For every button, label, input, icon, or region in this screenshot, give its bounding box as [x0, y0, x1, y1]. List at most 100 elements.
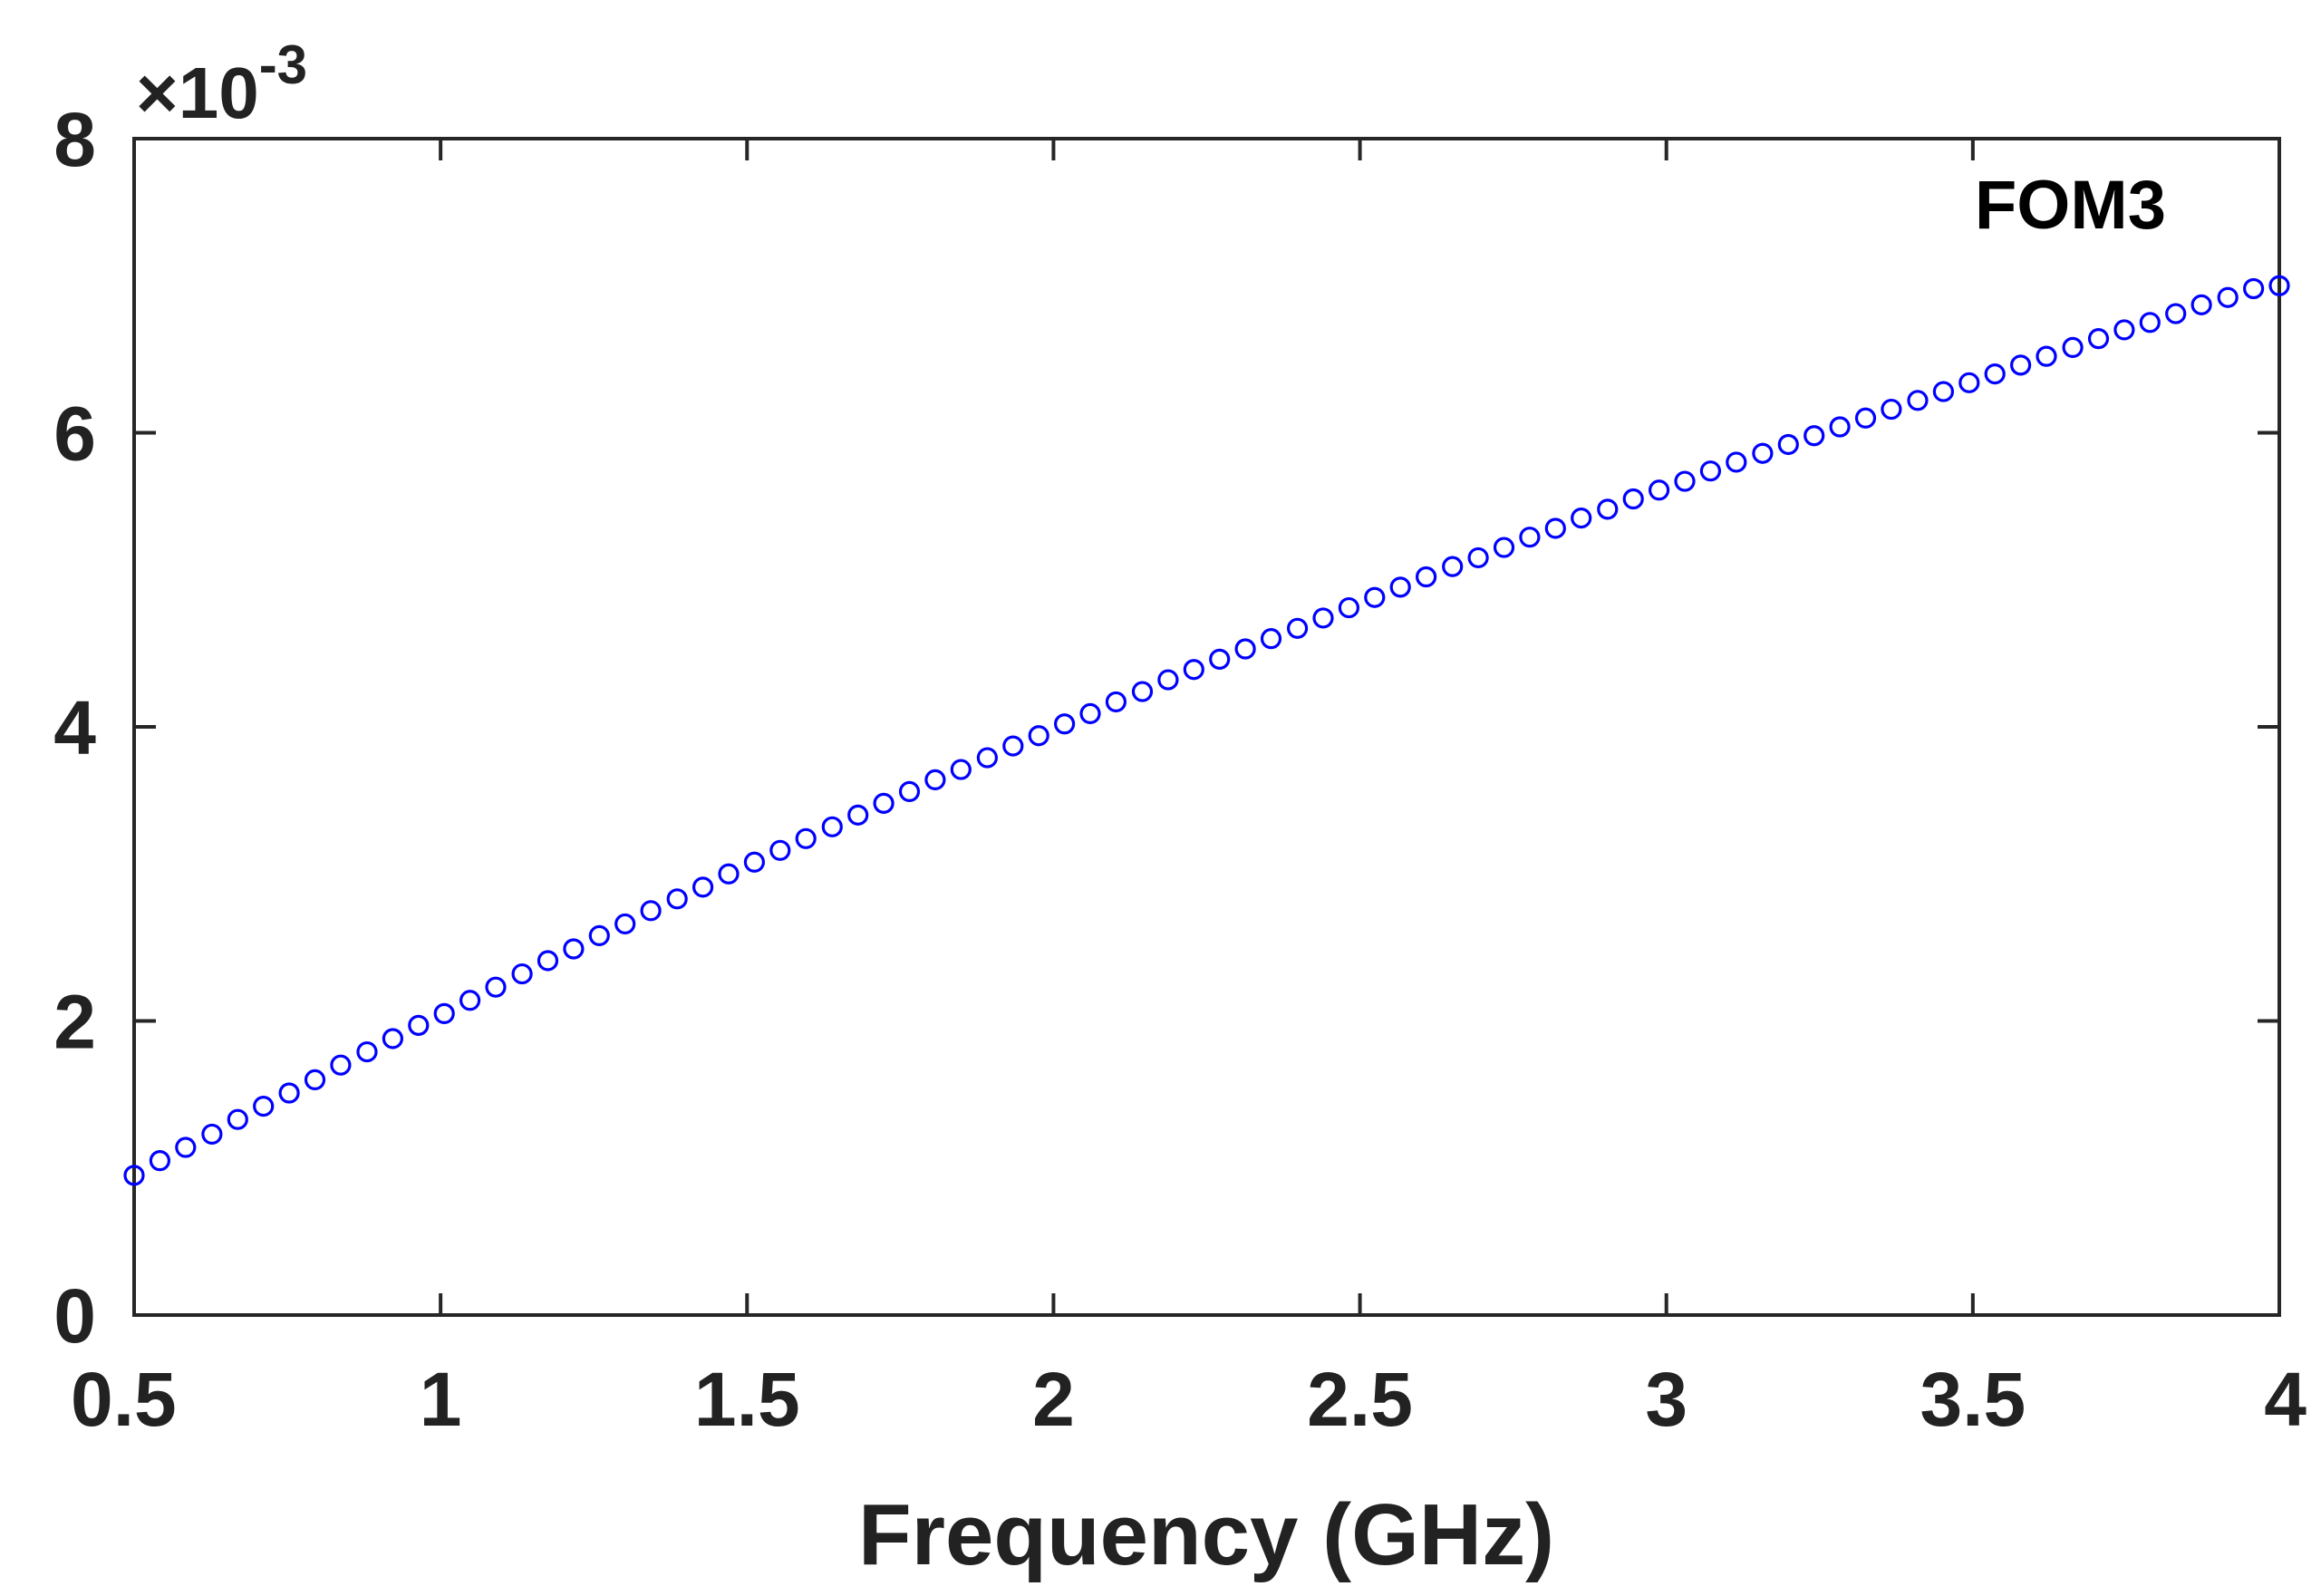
data-point [2113, 319, 2135, 341]
y-tick-label: 0 [53, 1273, 96, 1359]
data-point [1209, 648, 1231, 670]
data-point [382, 1028, 403, 1049]
data-point [1157, 669, 1179, 691]
data-point [1338, 596, 1359, 619]
data-point [821, 816, 843, 837]
data-point [795, 827, 817, 849]
data-point [1984, 363, 2006, 385]
data-point [1519, 527, 1541, 548]
data-point [769, 839, 791, 861]
x-tick-label: 0.5 [71, 1357, 177, 1442]
data-point [1079, 702, 1101, 724]
y-tick-label: 2 [53, 980, 96, 1065]
data-point [1958, 372, 1980, 393]
data-point [201, 1123, 223, 1146]
data-point [1493, 537, 1515, 558]
data-point [2242, 277, 2265, 300]
data-point [2036, 345, 2057, 367]
data-point [1881, 398, 1902, 421]
y-tick-labels: 0 2 4 6 8 [53, 97, 96, 1359]
y-exponent-label: ×10-3 [136, 34, 307, 133]
data-point [537, 950, 559, 972]
y-tick-label: 8 [53, 97, 96, 182]
data-point [1752, 442, 1774, 464]
data-point [1726, 451, 1747, 473]
data-point [227, 1108, 248, 1130]
data-point [1260, 628, 1282, 650]
data-point [563, 938, 585, 960]
data-point [847, 804, 869, 826]
data-point [666, 888, 688, 910]
data-point [1286, 617, 1309, 639]
data-point [924, 769, 946, 791]
data-point [253, 1096, 275, 1117]
data-point [976, 747, 998, 769]
data-point [330, 1054, 352, 1076]
data-point [588, 924, 610, 946]
data-point [511, 962, 533, 985]
data-point [1544, 517, 1566, 539]
data-point [1804, 425, 1825, 447]
x-tick-label: 4 [2264, 1357, 2306, 1442]
data-point [1364, 586, 1386, 608]
data-point [1183, 659, 1204, 681]
data-point [1234, 638, 1256, 660]
x-tick-label: 3 [1645, 1357, 1688, 1442]
data-point [123, 1165, 145, 1186]
data-point [1648, 479, 1670, 501]
data-point [1054, 713, 1076, 735]
data-point [1622, 488, 1644, 510]
data-point [1907, 390, 1929, 411]
data-point [614, 913, 636, 935]
data-point [1597, 498, 1619, 520]
data-point [2190, 294, 2212, 315]
data-point [2268, 275, 2290, 296]
data-point [1105, 691, 1127, 713]
data-point [898, 780, 921, 802]
data-point [408, 1014, 430, 1036]
data-point [175, 1137, 197, 1158]
data-point [356, 1040, 378, 1063]
x-tick-label: 2.5 [1307, 1357, 1413, 1442]
data-point [1854, 407, 1877, 429]
data-point [640, 900, 662, 922]
data-point [2010, 354, 2032, 376]
x-axis-label: Frequency (GHz) [858, 1486, 1554, 1583]
data-point [1777, 433, 1799, 456]
x-tick-label: 1 [420, 1357, 462, 1442]
x-tick-labels: 0.5 1 1.5 2 2.5 3 3.5 4 [71, 1357, 2306, 1442]
data-point [1932, 381, 1954, 402]
data-point [2139, 312, 2161, 334]
data-point [1416, 566, 1437, 588]
data-point [1028, 725, 1049, 747]
x-tick-label: 2 [1032, 1357, 1075, 1442]
data-point [149, 1150, 171, 1172]
data-point [2062, 336, 2084, 358]
x-tick-label: 1.5 [694, 1357, 800, 1442]
data-point [1699, 460, 1722, 482]
data-point [743, 851, 766, 873]
data-point [1131, 681, 1154, 702]
data-point [433, 1002, 455, 1024]
x-tick-label: 3.5 [1920, 1357, 2026, 1442]
axis-ticks [132, 137, 2281, 1317]
legend-label-fom3: FOM3 [1975, 167, 2166, 244]
data-point [1674, 470, 1696, 492]
data-point [718, 863, 740, 885]
data-point [1312, 607, 1334, 629]
y-tick-label: 4 [53, 685, 96, 770]
data-point [2217, 286, 2239, 308]
data-point [1389, 576, 1411, 598]
data-points [123, 275, 2290, 1186]
data-point [1467, 547, 1489, 569]
data-point [1442, 556, 1464, 577]
data-point [485, 976, 507, 998]
data-point [1829, 416, 1851, 438]
data-point [950, 759, 972, 780]
data-point [691, 876, 714, 898]
data-point [1571, 508, 1592, 529]
data-point [873, 792, 895, 814]
y-exponent-power: -3 [259, 34, 307, 95]
